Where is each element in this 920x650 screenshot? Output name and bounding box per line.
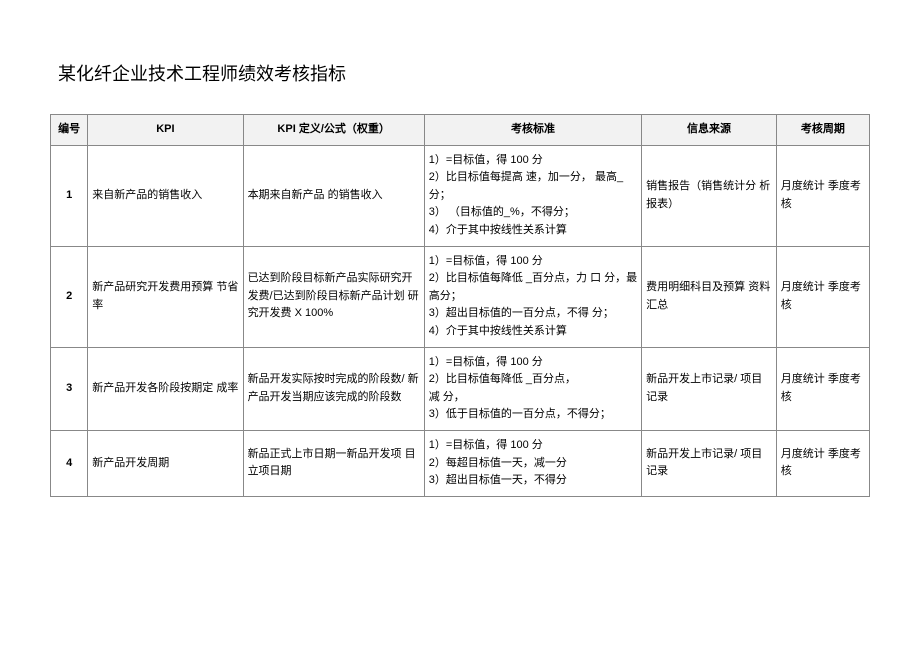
cell-cycle: 月度统计 季度考核: [776, 347, 869, 430]
cell-kpi: 新产品研究开发费用预算 节省率: [88, 246, 243, 347]
cell-def: 新品开发实际按时完成的阶段数/ 新产品开发当期应该完成的阶段数: [243, 347, 424, 430]
cell-def: 已达到阶段目标新产品实际研究开 发费/已达到阶段目标新产品计划 研究开发费 X …: [243, 246, 424, 347]
cell-src: 销售报告（销售统计分 析报表）: [642, 145, 777, 246]
cell-std: 1）=目标值，得 100 分 2）每超目标值一天，减一分 3）超出目标值一天，不…: [424, 430, 641, 496]
cell-kpi: 新产品开发各阶段按期定 成率: [88, 347, 243, 430]
page-title: 某化纤企业技术工程师绩效考核指标: [50, 60, 870, 86]
cell-cycle: 月度统计 季度考核: [776, 246, 869, 347]
cell-src: 费用明细科目及预算 资料汇总: [642, 246, 777, 347]
header-def: KPI 定义/公式（权重）: [243, 115, 424, 146]
cell-kpi: 新产品开发周期: [88, 430, 243, 496]
cell-id: 1: [51, 145, 88, 246]
cell-id: 4: [51, 430, 88, 496]
cell-id: 2: [51, 246, 88, 347]
header-cycle: 考核周期: [776, 115, 869, 146]
cell-id: 3: [51, 347, 88, 430]
cell-std: 1）=目标值，得 100 分 2）比目标值每降低 _百分点，力 口 分，最高分；…: [424, 246, 641, 347]
cell-src: 新品开发上市记录/ 项目记录: [642, 347, 777, 430]
cell-cycle: 月度统计 季度考核: [776, 145, 869, 246]
kpi-table: 编号 KPI KPI 定义/公式（权重） 考核标准 信息来源 考核周期 1 来自…: [50, 114, 870, 497]
header-src: 信息来源: [642, 115, 777, 146]
cell-kpi: 来自新产品的销售收入: [88, 145, 243, 246]
table-row: 2 新产品研究开发费用预算 节省率 已达到阶段目标新产品实际研究开 发费/已达到…: [51, 246, 870, 347]
table-header-row: 编号 KPI KPI 定义/公式（权重） 考核标准 信息来源 考核周期: [51, 115, 870, 146]
header-std: 考核标准: [424, 115, 641, 146]
cell-cycle: 月度统计 季度考核: [776, 430, 869, 496]
header-kpi: KPI: [88, 115, 243, 146]
cell-src: 新品开发上市记录/ 项目记录: [642, 430, 777, 496]
table-row: 1 来自新产品的销售收入 本期来自新产品 的销售收入 1）=目标值，得 100 …: [51, 145, 870, 246]
cell-std: 1）=目标值，得 100 分 2）比目标值每提高 速，加一分， 最高_ 分； 3…: [424, 145, 641, 246]
header-id: 编号: [51, 115, 88, 146]
cell-def: 本期来自新产品 的销售收入: [243, 145, 424, 246]
table-row: 3 新产品开发各阶段按期定 成率 新品开发实际按时完成的阶段数/ 新产品开发当期…: [51, 347, 870, 430]
cell-std: 1）=目标值，得 100 分 2）比目标值每降低 _百分点， 减 分， 3）低于…: [424, 347, 641, 430]
cell-def: 新品正式上市日期一新品开发项 目立项日期: [243, 430, 424, 496]
table-row: 4 新产品开发周期 新品正式上市日期一新品开发项 目立项日期 1）=目标值，得 …: [51, 430, 870, 496]
